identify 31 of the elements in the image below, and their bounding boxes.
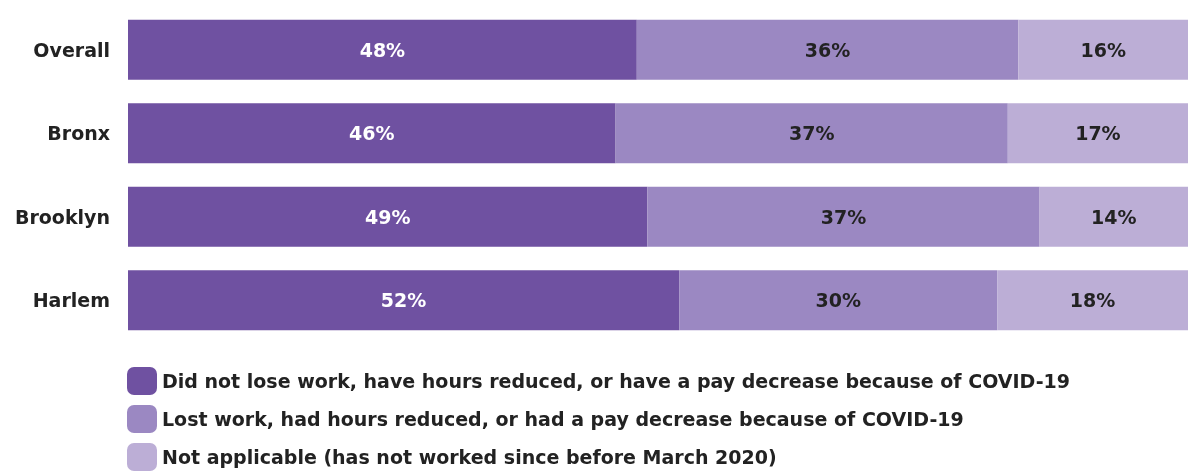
data-label: 16% [1080, 38, 1126, 61]
data-label: 49% [364, 205, 411, 228]
bar [128, 19, 637, 80]
bar [997, 270, 1188, 331]
y-tick-label: Harlem [32, 289, 110, 312]
bar [128, 186, 648, 247]
data-label: 46% [349, 122, 395, 145]
legend-label: Lost work, had hours reduced, or had a pay decrease because of COVID-19 [162, 408, 964, 430]
y-tick-label: Bronx [47, 122, 110, 145]
data-label: 36% [804, 38, 851, 61]
bar [128, 103, 616, 164]
bar [1039, 186, 1188, 247]
data-label: 18% [1069, 289, 1116, 312]
bar [647, 186, 1040, 247]
data-label: 17% [1075, 122, 1121, 145]
data-label: 37% [788, 122, 835, 145]
y-tick-label: Brooklyn [14, 205, 110, 228]
bar [636, 19, 1019, 80]
bar [679, 270, 998, 331]
bar [128, 270, 680, 331]
data-label: 52% [380, 289, 427, 312]
bar [1018, 19, 1188, 80]
bar [1007, 103, 1188, 164]
data-label: 37% [820, 205, 867, 228]
data-label: 30% [815, 289, 861, 312]
legend-label: Not applicable (has not worked since before March 2020) [162, 446, 777, 468]
data-label: 14% [1091, 205, 1137, 228]
data-label: 48% [359, 38, 406, 61]
bar [615, 103, 1008, 164]
legend-label: Did not lose work, have hours reduced, or have a pay decrease because of COVID-19 [162, 370, 1071, 392]
y-tick-label: Overall [33, 38, 110, 61]
